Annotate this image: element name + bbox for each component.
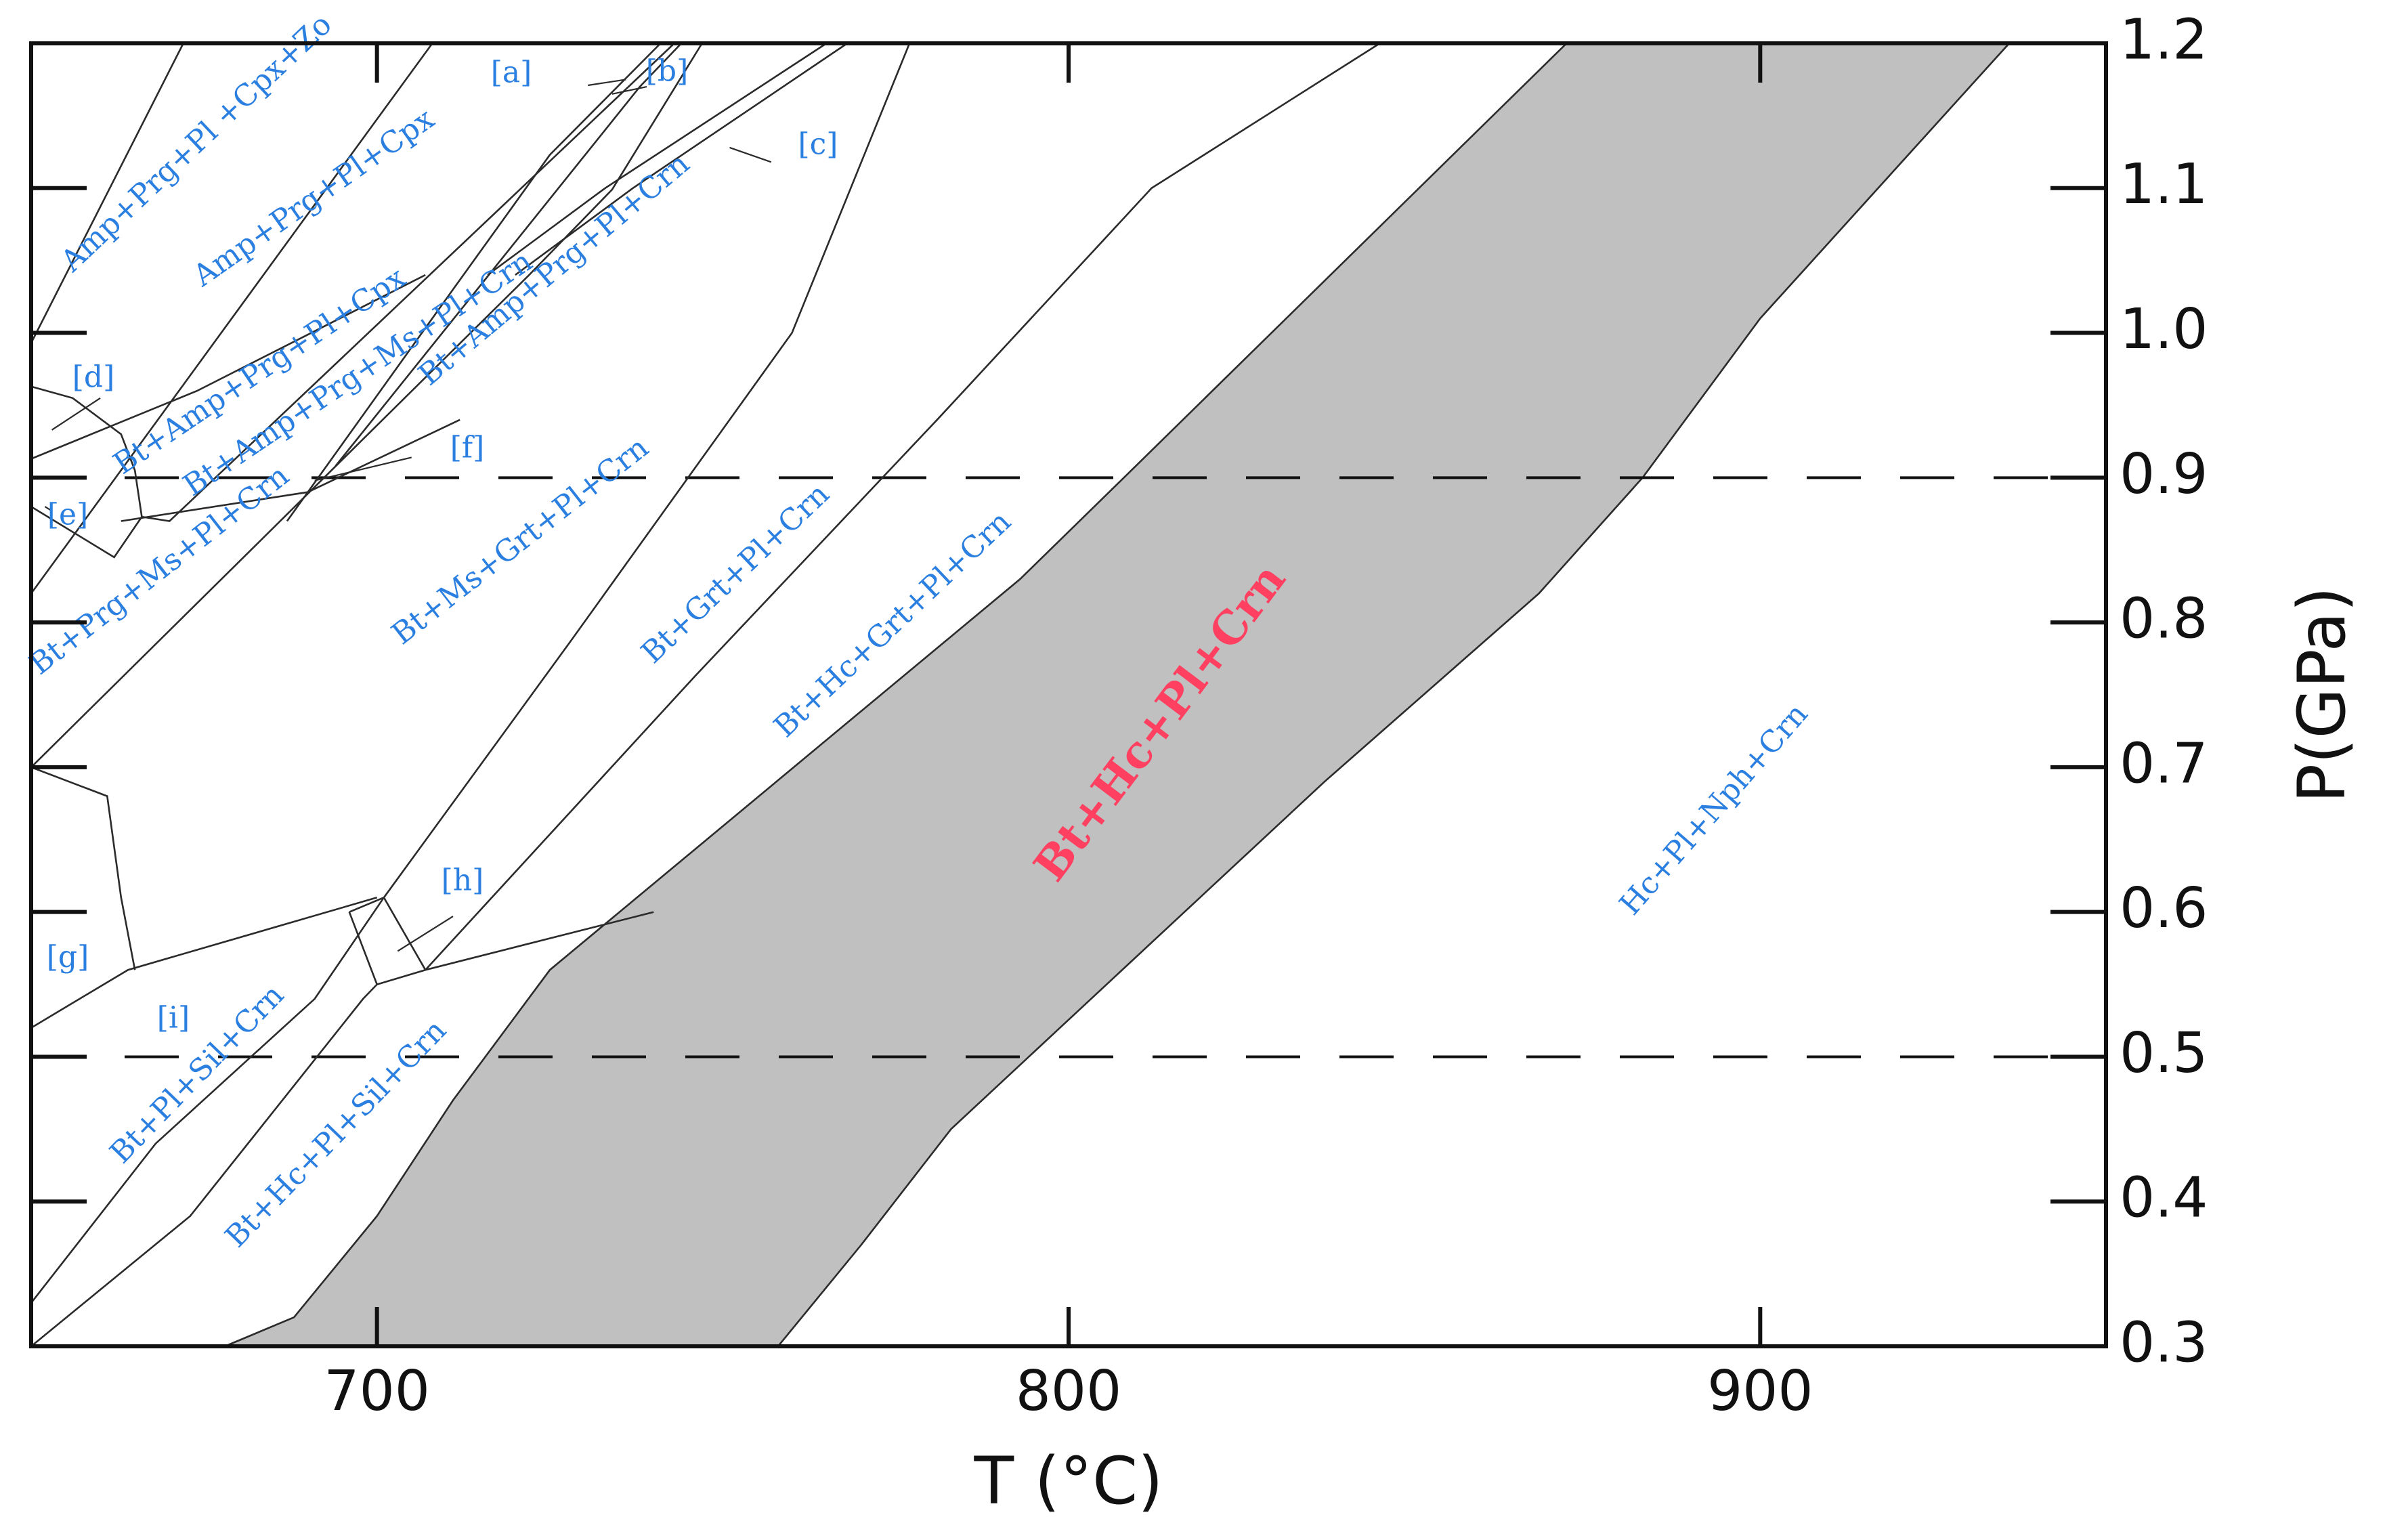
label-leader-line-6 bbox=[44, 506, 53, 512]
label-leader-line-2 bbox=[611, 86, 647, 95]
y-axis-ticks: 1.2 1.1 1.0 0.9 0.8 0.7 0.6 0.5 0.4 0.3 bbox=[31, 7, 2208, 1375]
x-axis-ticks: 700 800 900 bbox=[324, 43, 1813, 1424]
axes: 700 800 900 1.2 1.1 1.0 0.9 0.8 0.7 0.6 0.5 0.4 0.3… bbox=[29, 7, 2360, 1519]
small-field-label-1: [a] bbox=[491, 56, 532, 90]
y-tick-label-0.9: 0.9 bbox=[2120, 442, 2208, 507]
reaction-boundary-18 bbox=[383, 897, 427, 970]
reaction-boundary-17 bbox=[348, 912, 378, 985]
reaction-boundary-10 bbox=[383, 43, 911, 899]
stability-field-layer bbox=[224, 42, 2011, 1348]
y-tick-label-1.1: 1.1 bbox=[2120, 152, 2208, 217]
reference-line-layer bbox=[31, 476, 2106, 1058]
field-label-8: Bt+Grt+Pl+Crn bbox=[635, 477, 836, 670]
small-field-label-5: [e] bbox=[47, 498, 88, 532]
reaction-boundary-14 bbox=[30, 897, 378, 1029]
small-field-label-7: [g] bbox=[47, 940, 89, 975]
label-leader-line-1 bbox=[588, 79, 626, 87]
field-label-11: Bt+Pl+Sil+Crn bbox=[103, 978, 291, 1170]
reaction-boundary-layer bbox=[30, 42, 1381, 1348]
field-label-5: Bt+Amp+Prg+Pl+Crn bbox=[412, 146, 695, 392]
reaction-boundary-2 bbox=[30, 43, 433, 595]
y-tick-label-0.5: 0.5 bbox=[2120, 1021, 2208, 1086]
y-tick-label-0.6: 0.6 bbox=[2120, 876, 2208, 941]
label-leader-line-3 bbox=[729, 146, 772, 163]
field-label-7: Bt+Ms+Grt+Pl+Crn bbox=[385, 430, 655, 651]
y-tick-label-1.2: 1.2 bbox=[2120, 7, 2208, 72]
x-tick-label-900: 900 bbox=[1707, 1359, 1813, 1424]
label-leader-line-4 bbox=[51, 397, 101, 431]
y-tick-label-0.4: 0.4 bbox=[2120, 1166, 2208, 1231]
reaction-boundary-1 bbox=[30, 43, 184, 344]
y-tick-label-0.7: 0.7 bbox=[2120, 731, 2208, 796]
field-label-6: Bt+Prg+Ms+Pl+Crn bbox=[23, 458, 295, 682]
y-tick-label-1.0: 1.0 bbox=[2120, 297, 2208, 362]
reaction-boundary-7 bbox=[335, 43, 683, 467]
reaction-boundary-3 bbox=[30, 274, 426, 460]
x-tick-label-700: 700 bbox=[324, 1359, 430, 1424]
reaction-boundary-6 bbox=[286, 43, 662, 522]
small-field-label-4: [d] bbox=[72, 360, 115, 395]
small-field-label-8: [h] bbox=[442, 863, 484, 898]
reaction-boundary-11 bbox=[425, 42, 1381, 971]
field-label-10: Hc+Pl+Nph+Crn bbox=[1613, 697, 1815, 922]
field-label-1: Amp+Prg+Pl +Cpx+Zo bbox=[53, 7, 338, 278]
reaction-boundary-20 bbox=[121, 419, 460, 522]
reaction-boundary-19 bbox=[30, 505, 143, 559]
reaction-boundary-9 bbox=[487, 42, 828, 276]
reaction-boundary-16 bbox=[349, 897, 385, 913]
small-field-label-6: [f] bbox=[450, 431, 485, 465]
label-leader-line-7 bbox=[397, 916, 454, 952]
reaction-boundary-4 bbox=[30, 43, 675, 522]
shaded-field-bt-hc-pl-crn bbox=[224, 42, 2011, 1348]
reaction-boundary-13 bbox=[30, 911, 654, 1348]
y-tick-label-0.8: 0.8 bbox=[2120, 587, 2208, 651]
small-field-label-9: [i] bbox=[157, 1001, 190, 1035]
reaction-boundary-15 bbox=[30, 766, 136, 970]
x-axis-title: T (°C) bbox=[973, 1443, 1163, 1519]
label-leader-line-5 bbox=[314, 456, 412, 482]
x-tick-label-800: 800 bbox=[1016, 1359, 1122, 1424]
reaction-boundary-5 bbox=[30, 43, 703, 768]
small-field-label-2: [b] bbox=[646, 54, 689, 89]
small-field-label-3: [c] bbox=[798, 127, 838, 162]
reaction-boundary-8 bbox=[515, 42, 848, 276]
y-axis-title: P(GPa) bbox=[2284, 586, 2360, 803]
reaction-boundary-12 bbox=[30, 897, 385, 1304]
y-tick-label-0.3: 0.3 bbox=[2120, 1310, 2208, 1375]
